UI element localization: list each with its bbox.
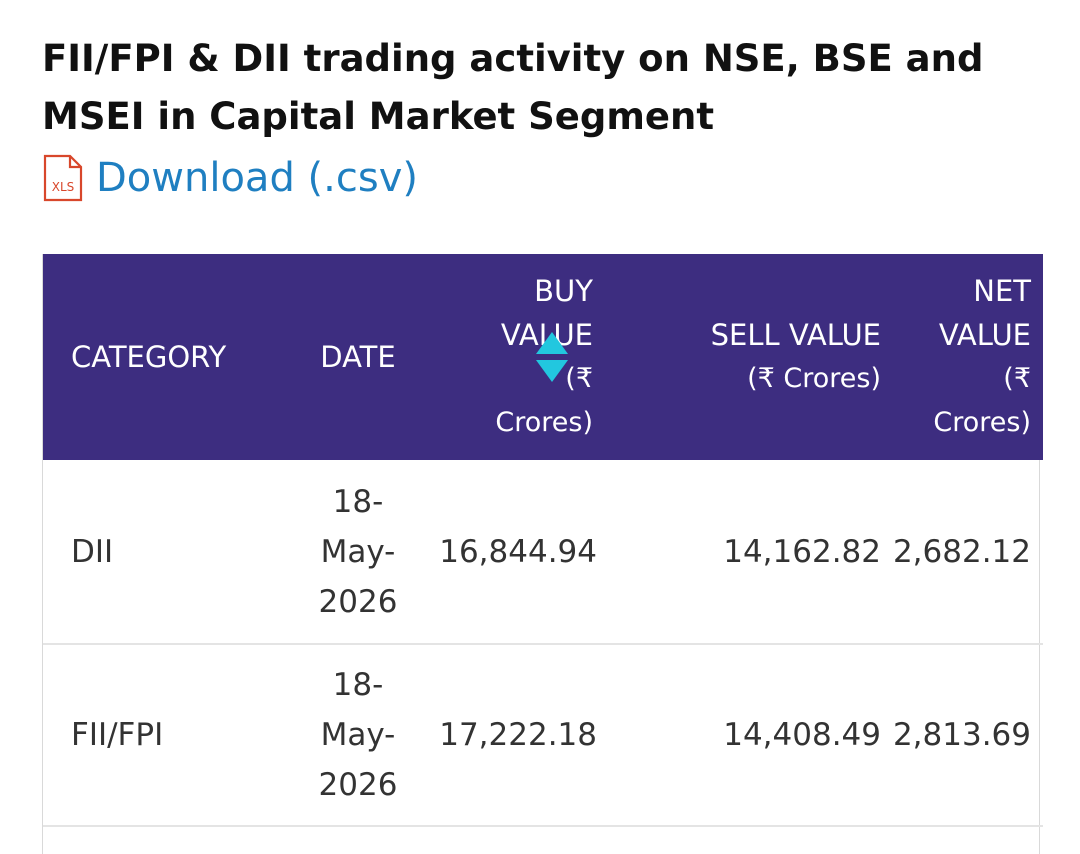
table-row: DII 18- May- 2026 16,844.94 14,162.82 2,… xyxy=(43,460,1043,644)
header-net-unit-line2: Crores) xyxy=(933,407,1031,438)
cell-net-value: 2,813.69 xyxy=(892,717,1031,753)
cell-buy-value: 17,222.18 xyxy=(439,717,597,753)
page-title: FII/FPI & DII trading activity on NSE, B… xyxy=(42,37,984,138)
header-net-label-line2: VALUE xyxy=(938,318,1031,352)
header-buy-unit-line1: (₹ xyxy=(565,363,593,394)
cell-date-line2: May- xyxy=(320,717,396,753)
cell-date-line3: 2026 xyxy=(318,767,398,803)
cell-date-line1: 18- xyxy=(332,483,384,520)
header-buy-label-line1: BUY xyxy=(534,274,593,308)
header-date-label: DATE xyxy=(320,340,396,374)
download-csv-link[interactable]: XLS Download (.csv) xyxy=(42,152,418,204)
cell-category: DII xyxy=(71,533,114,570)
xls-icon-text: XLS xyxy=(52,180,75,194)
header-buy-unit-line2: Crores) xyxy=(495,407,593,438)
cell-date: 18- May- 2026 xyxy=(303,644,413,826)
header-sell-label: SELL VALUE xyxy=(710,318,881,352)
header-net-unit-line1: (₹ xyxy=(1003,363,1031,394)
download-label: Download (.csv) xyxy=(96,155,418,201)
header-buy-value[interactable]: BUY VALUE (₹ Crores) xyxy=(413,254,597,460)
header-category-label: CATEGORY xyxy=(71,340,227,374)
xls-file-icon: XLS xyxy=(43,154,83,202)
cell-buy-value: 16,844.94 xyxy=(439,533,597,570)
table-row: FII/FPI 18- May- 2026 17,222.18 14,408.4… xyxy=(43,644,1043,826)
cell-date-line1: 18- xyxy=(332,667,384,703)
cell-net-value: 2,682.12 xyxy=(892,533,1031,570)
cell-date-line2: May- xyxy=(320,533,396,570)
cell-date: 18- May- 2026 xyxy=(303,460,413,644)
fii-dii-table: CATEGORY DATE BUY VALUE (₹ Crores) SELL … xyxy=(42,254,1043,854)
cell-sell-value: 14,408.49 xyxy=(723,717,881,753)
cell-sell-value: 14,162.82 xyxy=(723,533,881,570)
header-date: DATE xyxy=(303,254,413,460)
table-header-row: CATEGORY DATE BUY VALUE (₹ Crores) SELL … xyxy=(43,254,1043,460)
sort-both-icon[interactable] xyxy=(535,330,569,386)
cell-date-line3: 2026 xyxy=(318,583,398,620)
header-sell-value: SELL VALUE (₹ Crores) xyxy=(597,254,889,460)
header-net-value: NET VALUE (₹ Crores) xyxy=(889,254,1043,460)
header-category: CATEGORY xyxy=(43,254,303,460)
cell-category: FII/FPI xyxy=(71,717,164,753)
header-net-label-line1: NET xyxy=(973,274,1031,308)
header-sell-unit: (₹ Crores) xyxy=(747,363,881,394)
